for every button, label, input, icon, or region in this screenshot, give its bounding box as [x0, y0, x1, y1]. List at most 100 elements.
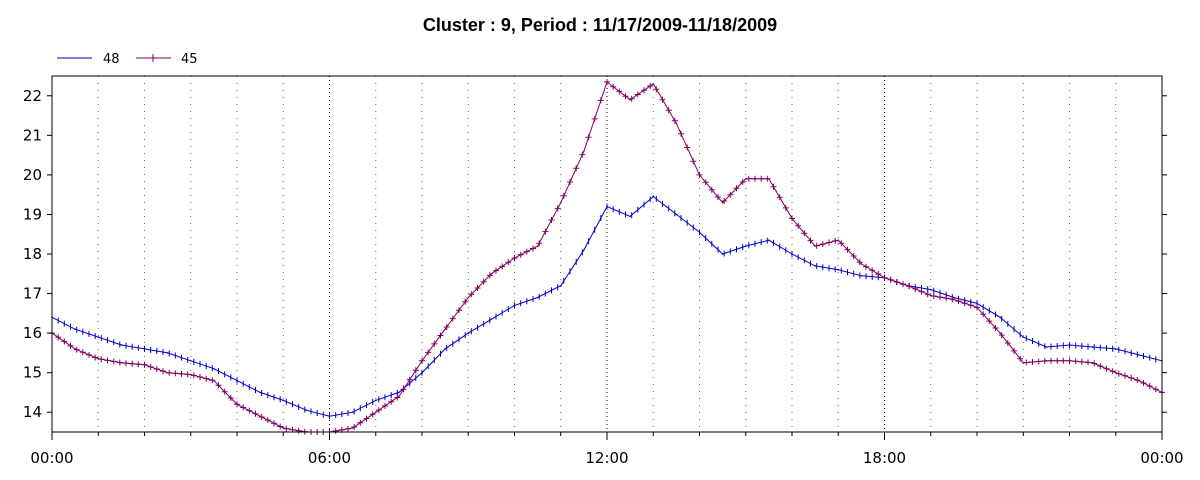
data-point: [421, 360, 423, 362]
data-point: [929, 288, 932, 291]
data-point: [213, 379, 215, 382]
y-tick-label: 19: [23, 205, 42, 223]
data-point: [259, 391, 261, 394]
data-point: [490, 272, 493, 275]
data-point: [536, 245, 539, 247]
legend-label-45: 45: [181, 52, 198, 67]
data-point: [467, 332, 470, 334]
data-point: [791, 253, 793, 255]
data-point: [1045, 360, 1048, 362]
chart-title: Cluster : 9, Period : 11/17/2009-11/18/2…: [423, 15, 777, 35]
data-point: [860, 263, 863, 265]
x-tick-label: 00:00: [30, 449, 73, 467]
data-point: [120, 344, 123, 346]
data-point: [837, 269, 840, 271]
data-point: [374, 399, 377, 402]
data-point: [444, 328, 446, 330]
y-tick-label: 14: [23, 403, 42, 421]
data-point: [675, 122, 678, 125]
data-point: [768, 239, 770, 241]
data-point: [398, 391, 400, 394]
data-point: [490, 318, 493, 321]
data-point: [189, 373, 192, 376]
data-point: [606, 81, 608, 83]
data-point: [860, 274, 863, 277]
data-point: [583, 150, 585, 152]
data-point: [629, 215, 631, 218]
plot-frame: [51, 75, 1163, 433]
data-point: [74, 348, 76, 350]
data-point: [744, 245, 747, 247]
data-point: [559, 284, 562, 287]
data-point: [444, 348, 446, 350]
data-point: [282, 427, 285, 429]
data-point: [166, 371, 169, 374]
data-point: [814, 245, 816, 247]
data-point: [1022, 361, 1025, 364]
data-point: [721, 253, 724, 255]
data-point: [1045, 346, 1048, 348]
data-point: [1114, 371, 1117, 374]
data-point: [236, 379, 238, 382]
data-point: [282, 399, 285, 402]
data-point: [1068, 360, 1071, 362]
data-point: [305, 409, 308, 412]
data-point: [259, 415, 261, 417]
data-point: [166, 352, 169, 354]
data-point: [999, 316, 1001, 319]
y-axis: 14 15 16 17 18 19 20 21 22: [23, 87, 1167, 421]
data-point: [953, 298, 955, 301]
data-point: [421, 371, 423, 374]
data-point: [652, 195, 655, 198]
data-point: [698, 174, 701, 176]
data-point: [120, 361, 123, 364]
data-point: [467, 296, 470, 299]
data-point: [1138, 379, 1140, 382]
data-point: [1022, 336, 1025, 338]
y-tick-label: 16: [23, 324, 42, 342]
data-point: [74, 328, 76, 330]
data-point: [629, 98, 631, 101]
data-point: [906, 284, 909, 287]
y-tick-label: 21: [23, 126, 42, 144]
y-tick-label: 20: [23, 166, 42, 184]
x-tick-label: 18:00: [863, 449, 906, 467]
data-point: [999, 332, 1001, 334]
data-point: [97, 336, 100, 338]
data-point: [559, 201, 562, 204]
data-point: [606, 205, 608, 208]
data-point: [513, 304, 516, 307]
x-tick-label: 00:00: [1140, 449, 1183, 467]
data-point: [698, 231, 701, 234]
data-point: [721, 201, 724, 204]
y-tick-label: 18: [23, 245, 42, 263]
data-point: [1091, 361, 1094, 364]
y-tick-label: 22: [23, 87, 42, 105]
data-point: [398, 395, 400, 398]
data-point: [976, 302, 978, 305]
data-point: [744, 178, 747, 180]
data-point: [814, 265, 816, 267]
data-point: [351, 411, 354, 414]
legend: 48 45: [57, 52, 198, 67]
data-point: [768, 178, 770, 180]
data-point: [1114, 348, 1117, 350]
data-point: [97, 358, 100, 360]
data-point: [837, 239, 840, 241]
data-point: [143, 363, 146, 366]
data-point: [1091, 346, 1094, 348]
data-point: [953, 296, 955, 299]
data-point: [791, 217, 793, 220]
data-point: [328, 415, 331, 417]
data-point: [513, 257, 516, 259]
data-point: [536, 296, 539, 299]
data-point: [351, 427, 354, 429]
legend-label-48: 48: [103, 52, 120, 67]
data-point: [1068, 344, 1071, 346]
data-point: [236, 403, 238, 406]
x-tick-label: 06:00: [308, 449, 351, 467]
x-axis: 00:00 06:00 12:00 18:00 00:00: [30, 432, 1184, 467]
data-point: [189, 360, 192, 362]
y-tick-label: 15: [23, 364, 42, 382]
